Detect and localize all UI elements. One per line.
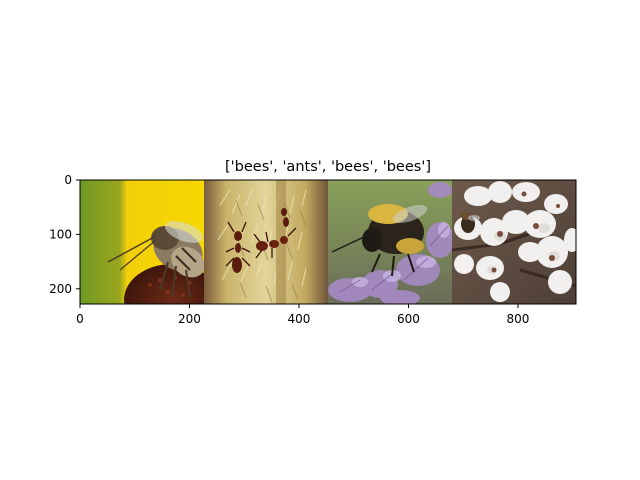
panel-bumblebee-on-flowers <box>328 180 452 304</box>
panel-ants-on-plant <box>204 180 328 304</box>
axes-frame <box>79 179 577 305</box>
panel-bee-on-flower <box>80 180 204 304</box>
x-tick-label: 800 <box>507 312 530 326</box>
x-tick-label: 600 <box>397 312 420 326</box>
x-axis: 0 200 400 600 800 <box>76 304 529 326</box>
panel-bee-on-white-blossoms <box>452 180 576 304</box>
x-tick-label: 400 <box>288 312 311 326</box>
y-tick-label: 200 <box>49 282 72 296</box>
y-tick-label: 0 <box>64 173 72 187</box>
figure-title: ['bees', 'ants', 'bees', 'bees'] <box>225 159 431 175</box>
image-grid <box>80 180 576 304</box>
y-tick-label: 100 <box>49 227 72 241</box>
y-axis: 0 100 200 <box>49 173 80 296</box>
x-tick-label: 0 <box>76 312 84 326</box>
x-tick-label: 200 <box>178 312 201 326</box>
